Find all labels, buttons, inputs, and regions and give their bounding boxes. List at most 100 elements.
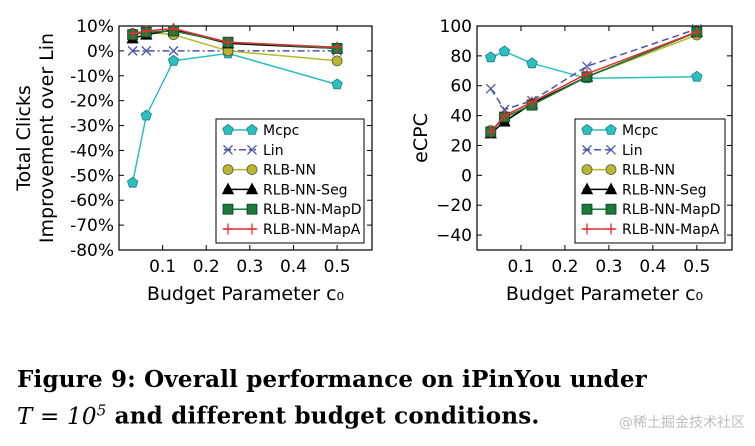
legend: Mcpc Lin RLB-NN RLB-NN-Seg RLB-NN-MapD RLB-NN… bbox=[215, 118, 365, 244]
data-point bbox=[526, 96, 538, 108]
y-tick-label: 10% bbox=[76, 17, 114, 37]
data-point bbox=[127, 27, 139, 39]
data-point bbox=[126, 176, 139, 188]
legend-marker bbox=[605, 164, 617, 176]
legend-label: Lin bbox=[622, 143, 643, 159]
y-axis-label-line-1: Total Clicks bbox=[13, 85, 35, 192]
series-lin bbox=[485, 24, 702, 115]
legend-marker bbox=[222, 164, 234, 176]
legend-label: RLB-NN-MapD bbox=[263, 202, 362, 218]
data-point bbox=[498, 45, 511, 57]
legend-marker bbox=[580, 182, 594, 195]
legend-marker bbox=[581, 203, 593, 215]
plot-frame bbox=[476, 25, 733, 251]
legend-entry: RLB-NN-MapA bbox=[222, 222, 361, 238]
y-tick-label: -50% bbox=[70, 166, 114, 186]
watermark: @稀土掘金技术社区 bbox=[619, 415, 745, 431]
data-point bbox=[581, 61, 592, 72]
y-tick-label: -20% bbox=[70, 92, 114, 112]
y-tick-label: 0% bbox=[87, 42, 114, 62]
legend-label: Mcpc bbox=[263, 123, 299, 139]
legend-marker bbox=[245, 182, 259, 195]
legend-entry: Lin bbox=[223, 143, 284, 159]
legend-marker bbox=[221, 182, 235, 195]
legend-entry: RLB-NN-MapD bbox=[222, 202, 362, 218]
data-point bbox=[331, 78, 343, 90]
data-point bbox=[331, 55, 343, 67]
x-tick-label: 0.4 bbox=[280, 257, 307, 277]
legend-marker bbox=[223, 144, 233, 155]
legend-label: Lin bbox=[263, 143, 284, 159]
y-tick-label: 20 bbox=[450, 136, 472, 156]
legend-marker bbox=[246, 124, 258, 135]
y-axis-label: eCPC bbox=[410, 113, 432, 163]
y-tick-label: −20 bbox=[436, 196, 472, 216]
data-point bbox=[141, 45, 152, 56]
legend-marker bbox=[581, 164, 593, 176]
legend-marker bbox=[605, 223, 617, 235]
legend-marker bbox=[246, 203, 258, 215]
legend-box bbox=[574, 118, 726, 244]
legend-marker bbox=[222, 223, 234, 235]
legend-entry: RLB-NN-MapD bbox=[581, 202, 721, 218]
legend: Mcpc Lin RLB-NN RLB-NN-Seg RLB-NN-MapD RLB-NN… bbox=[574, 118, 726, 244]
y-tick-label: 40 bbox=[450, 107, 472, 127]
y-tick-label: -10% bbox=[70, 67, 114, 87]
legend-entry: Mcpc bbox=[222, 123, 299, 139]
legend-label: RLB-NN-Seg bbox=[263, 182, 348, 198]
legend-label: RLB-NN-Seg bbox=[622, 182, 707, 198]
legend-entry: RLB-NN-MapA bbox=[581, 222, 720, 238]
data-point bbox=[140, 109, 152, 121]
series-line bbox=[490, 28, 698, 111]
legend-entry: Lin bbox=[582, 143, 643, 159]
caption-line-1: Figure 9: Overall performance on iPinYou… bbox=[17, 366, 647, 393]
x-tick-label: 0.5 bbox=[324, 257, 351, 277]
legend-marker bbox=[604, 182, 618, 195]
legend-label: RLB-NN bbox=[263, 163, 316, 179]
legend-label: RLB-NN bbox=[622, 163, 675, 179]
legend-marker bbox=[246, 164, 258, 176]
data-point bbox=[168, 22, 180, 34]
legend-entry: RLB-NN-Seg bbox=[580, 182, 707, 198]
x-tick-label: 0.1 bbox=[507, 257, 534, 277]
caption-line-2: T = 105 and different budget conditions. bbox=[17, 401, 540, 430]
y-tick-label: -60% bbox=[70, 191, 114, 211]
series-line bbox=[490, 34, 698, 132]
data-point bbox=[691, 70, 703, 82]
data-point bbox=[581, 68, 593, 80]
legend-marker bbox=[246, 223, 258, 235]
data-point bbox=[498, 110, 510, 122]
legend-marker bbox=[222, 124, 234, 135]
legend-marker bbox=[247, 144, 257, 155]
legend-label: RLB-NN-MapA bbox=[263, 222, 361, 238]
y-tick-label: 60 bbox=[450, 77, 472, 97]
data-point bbox=[485, 126, 497, 138]
legend-marker bbox=[605, 124, 617, 135]
x-tick-label: 0.1 bbox=[149, 257, 176, 277]
legend-entry: RLB-NN bbox=[222, 163, 316, 179]
x-tick-label: 0.2 bbox=[551, 257, 578, 277]
data-point bbox=[526, 57, 538, 69]
series-rlb-nn-seg bbox=[126, 22, 344, 54]
series-rlb-nn-mapa bbox=[485, 26, 703, 138]
figure: -80% -70% -60% -50% -40% -30% -20% -10% 0% 10% 0.1… bbox=[13, 17, 733, 305]
x-tick-label: 0.5 bbox=[683, 257, 710, 277]
data-point bbox=[691, 26, 703, 38]
figure-caption: Figure 9: Overall performance on iPinYou… bbox=[17, 364, 737, 433]
data-point bbox=[140, 25, 152, 37]
x-tick-label: 0.3 bbox=[236, 257, 263, 277]
y-tick-label: 0 bbox=[461, 166, 472, 186]
x-tick-label: 0.3 bbox=[595, 257, 622, 277]
x-axis-label: Budget Parameter c₀ bbox=[147, 283, 344, 305]
caption-math: T = 105 bbox=[17, 401, 107, 430]
legend-label: RLB-NN-MapA bbox=[622, 222, 720, 238]
data-point bbox=[331, 41, 343, 53]
legend-entry: RLB-NN-Seg bbox=[221, 182, 348, 198]
y-tick-label: 80 bbox=[450, 47, 472, 67]
legend-label: Mcpc bbox=[622, 123, 658, 139]
series-rlb-nn-mapa bbox=[127, 22, 343, 53]
y-tick-label: -70% bbox=[70, 216, 114, 236]
data-point bbox=[167, 54, 180, 66]
ecpc-chart: −40 −20 0 20 40 60 80 100 0.1 0.2 0.3 0.4 0.5 Budget … bbox=[410, 17, 733, 305]
data-point bbox=[127, 45, 138, 56]
